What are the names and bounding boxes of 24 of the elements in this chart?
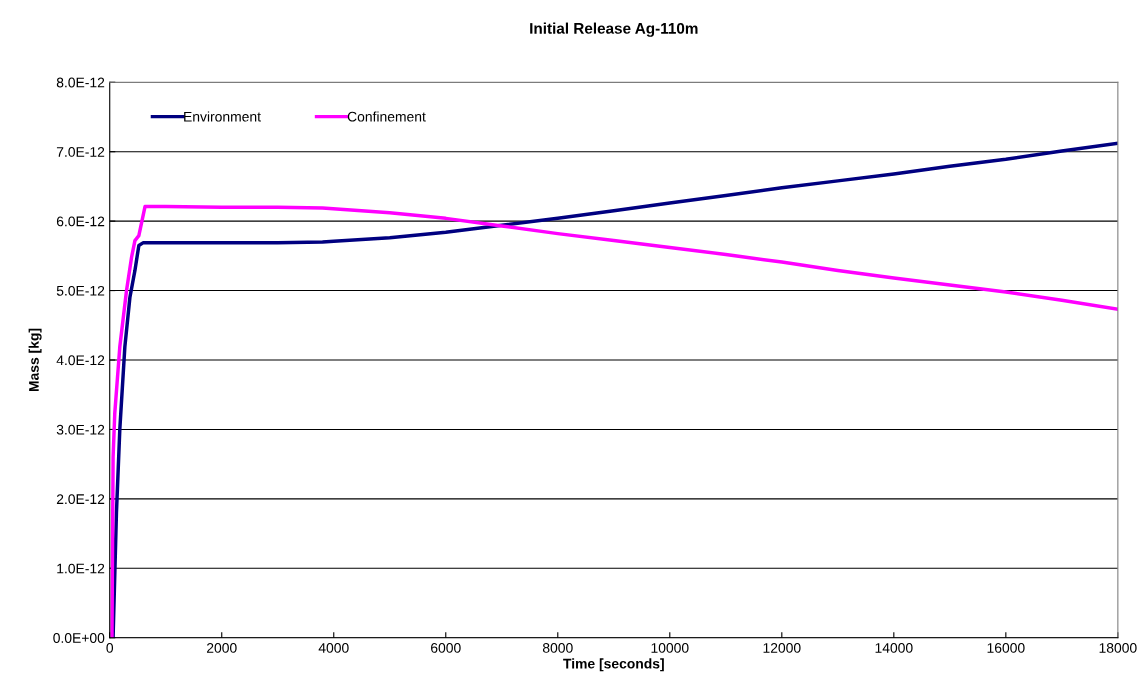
y-tick-label: 5.0E-12 bbox=[56, 285, 105, 296]
legend-label: Environment bbox=[184, 111, 261, 122]
chart-title: Initial Release Ag-110m bbox=[530, 22, 698, 37]
y-tick-label: 2.0E-12 bbox=[56, 494, 105, 505]
x-tick-label: 6000 bbox=[431, 642, 461, 653]
x-axis-title: Time [seconds] bbox=[563, 658, 664, 672]
y-axis-title: Mass [kg] bbox=[28, 328, 42, 392]
x-tick-label: 2000 bbox=[206, 642, 237, 653]
y-tick-label: 0.0E+00 bbox=[53, 633, 105, 643]
x-tick-label: 12000 bbox=[763, 642, 801, 653]
y-tick-label: 3.0E-12 bbox=[56, 424, 105, 435]
x-tick-label: 16000 bbox=[987, 642, 1025, 653]
x-tick-label: 8000 bbox=[542, 642, 573, 653]
legend-label: Confinement bbox=[347, 111, 426, 122]
x-tick-label: 18000 bbox=[1099, 642, 1137, 653]
x-tick-label: 4000 bbox=[318, 642, 349, 653]
x-tick-label: 14000 bbox=[875, 642, 913, 653]
x-tick-label: 10000 bbox=[651, 642, 689, 653]
y-tick-label: 1.0E-12 bbox=[57, 563, 105, 574]
y-tick-label: 8.0E-12 bbox=[56, 77, 105, 88]
y-tick-label: 4.0E-12 bbox=[56, 355, 105, 366]
y-tick-label: 6.0E-12 bbox=[56, 216, 105, 227]
x-tick-label: 0 bbox=[106, 642, 114, 653]
y-tick-label: 7.0E-12 bbox=[56, 147, 105, 157]
